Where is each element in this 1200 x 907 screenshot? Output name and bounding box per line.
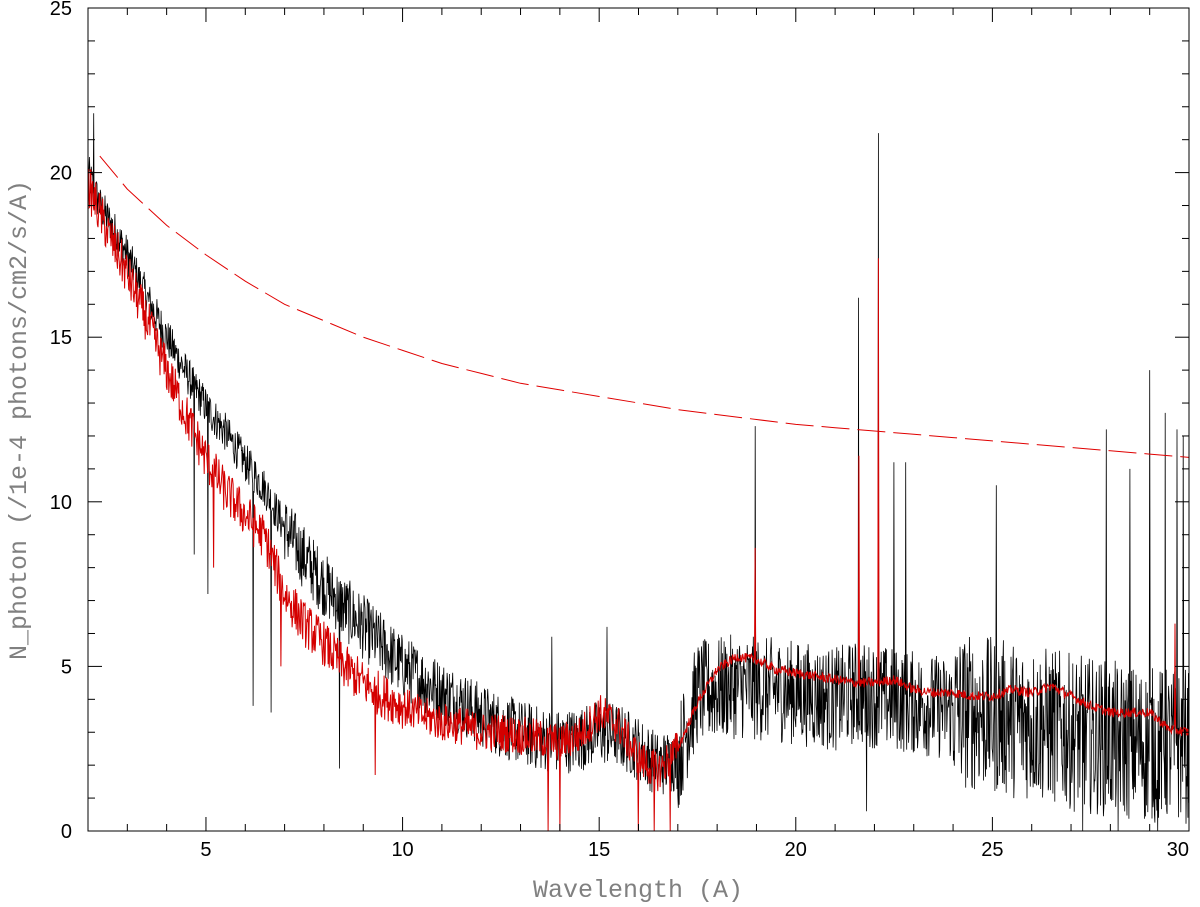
x-tick-label: 15 (588, 839, 610, 861)
x-tick-label: 5 (200, 839, 211, 861)
series-observed-line (88, 113, 1189, 831)
y-tick-label: 5 (61, 656, 72, 678)
y-tick-label: 20 (50, 163, 72, 185)
tick-labels-layer: 5 10 15 20 25 30 0 5 10 15 20 25 (50, 0, 1189, 861)
y-tick-label: 0 (61, 821, 72, 843)
x-axis-title: Wavelength (A) (533, 876, 743, 905)
series-model-line (88, 168, 1189, 831)
y-tick-label: 15 (50, 327, 72, 349)
x-tick-label: 20 (785, 839, 807, 861)
x-tick-label: 25 (981, 839, 1003, 861)
ticks-layer (87, 7, 1190, 832)
y-tick-label: 25 (50, 0, 72, 20)
x-tick-label: 30 (1167, 839, 1189, 861)
x-tick-label: 10 (391, 839, 413, 861)
plot-frame (87, 7, 1190, 832)
y-axis-title: N_photon (/1e-4 photons/cm2/s/A) (5, 180, 34, 660)
series-continuum-dashed-line (99, 155, 1189, 458)
y-tick-label: 10 (50, 492, 72, 514)
series-layer (88, 113, 1189, 831)
